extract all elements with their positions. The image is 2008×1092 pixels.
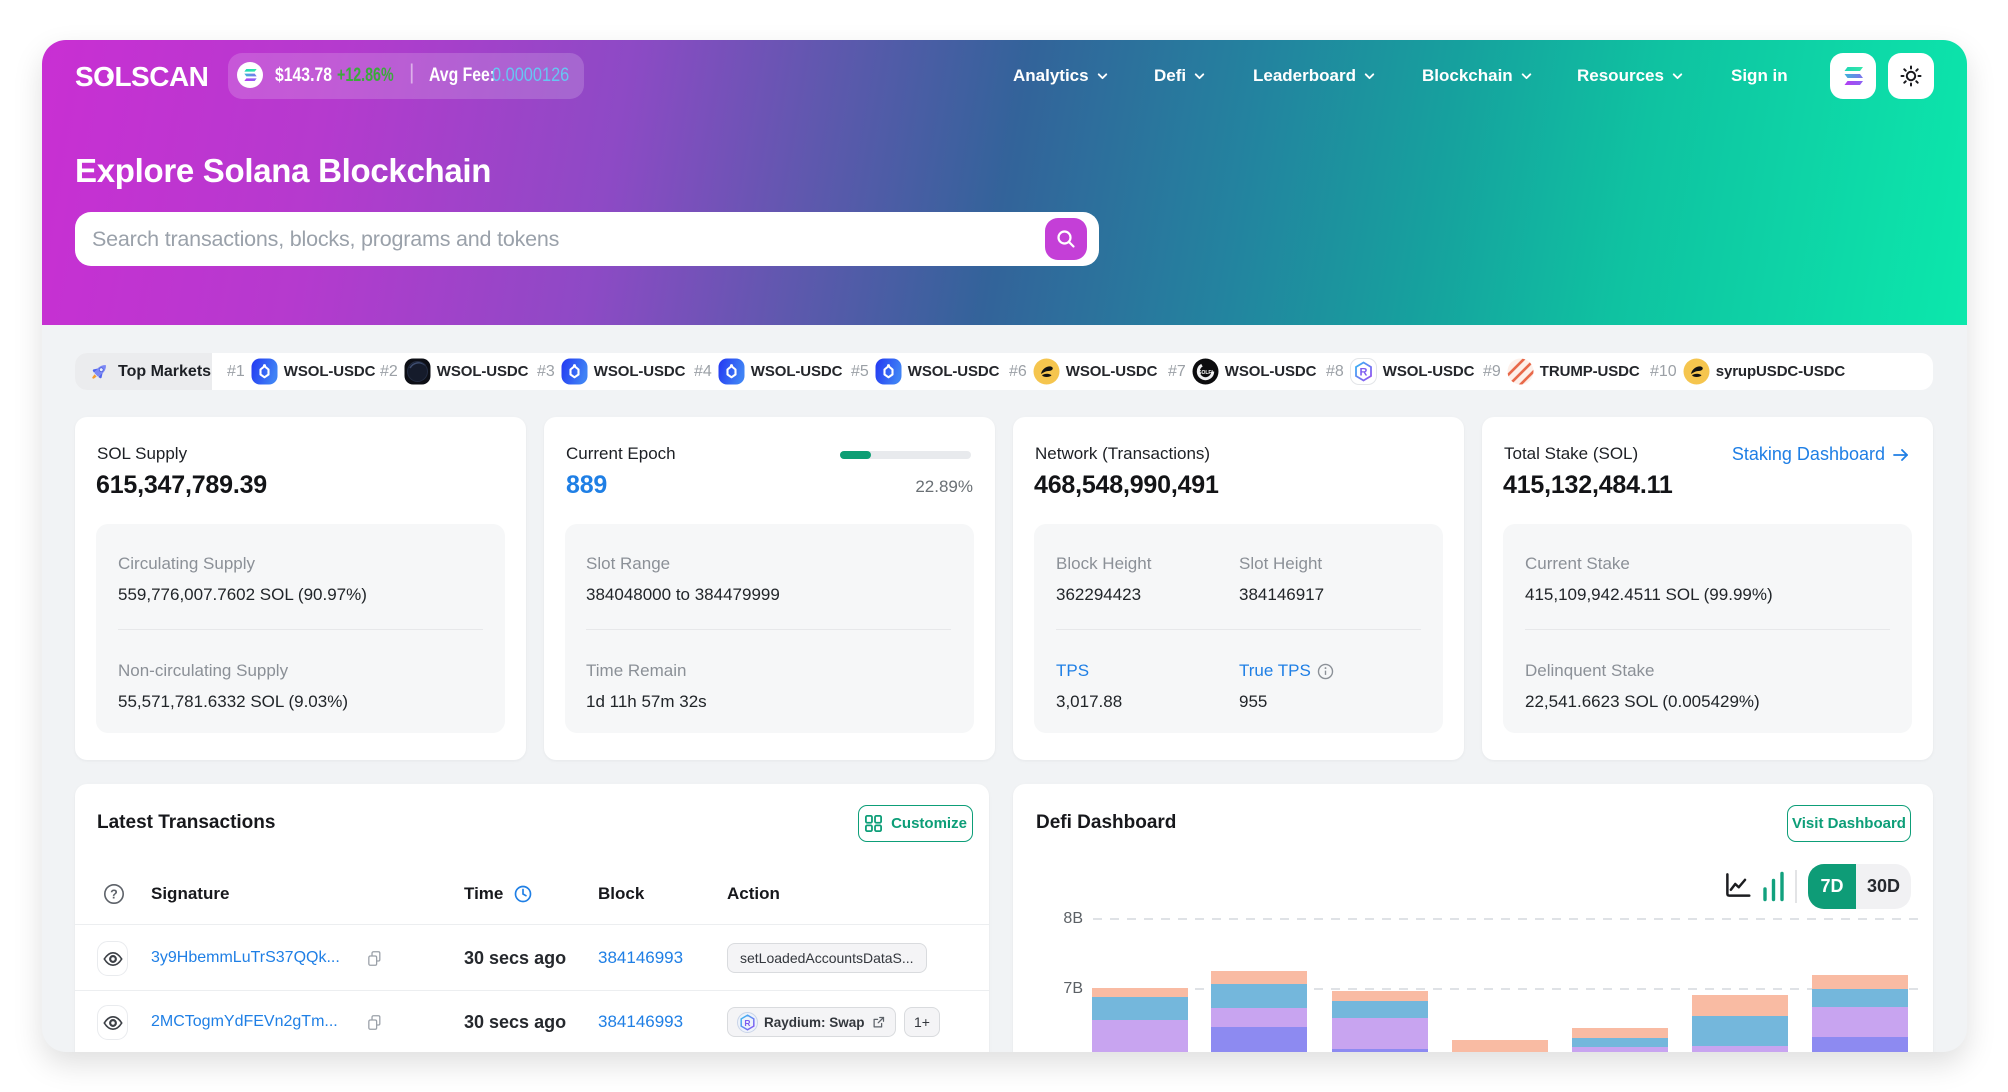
svg-text:R: R (1359, 367, 1367, 379)
svg-text:R: R (744, 1018, 750, 1028)
svg-text:?: ? (110, 888, 118, 902)
svg-text:SOLFI: SOLFI (1198, 370, 1213, 376)
